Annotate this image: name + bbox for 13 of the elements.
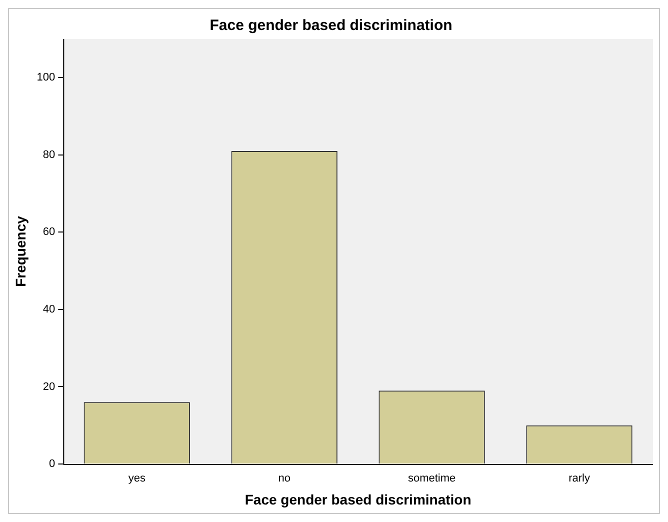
x-tick-label: yes: [128, 472, 146, 485]
y-tick-label: 80: [42, 148, 56, 161]
y-tick-label: 0: [49, 458, 56, 470]
x-tick-label: sometime: [408, 472, 456, 485]
x-tick-label: no: [278, 472, 290, 485]
y-tick-label: 20: [42, 380, 56, 393]
y-tick-label: 40: [42, 303, 56, 316]
x-tick-label: rarly: [568, 472, 590, 485]
y-axis-title: Frequency: [12, 216, 28, 287]
chart-title: Face gender based discrimination: [210, 17, 452, 34]
y-tick-label: 100: [36, 72, 56, 84]
x-axis-title: Face gender based discrimination: [244, 491, 472, 508]
y-tick-label: 60: [42, 226, 56, 238]
